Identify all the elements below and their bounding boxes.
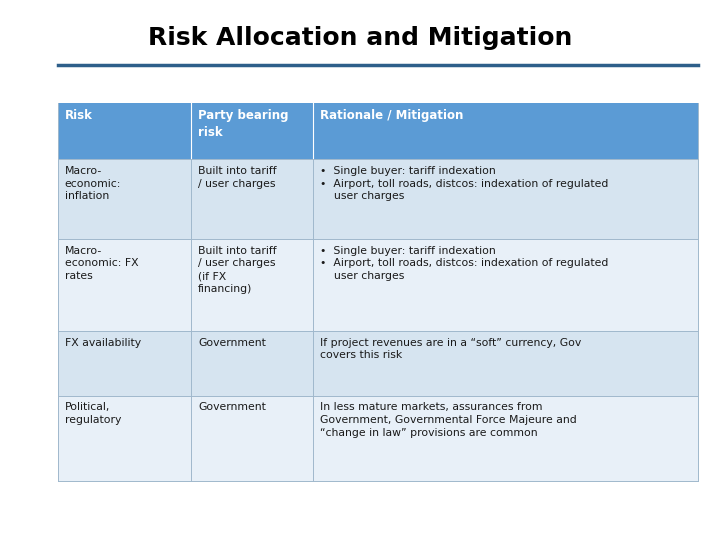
Text: Built into tariff
/ user charges
(if FX
financing): Built into tariff / user charges (if FX …	[198, 246, 276, 294]
Text: •  Single buyer: tariff indexation
•  Airport, toll roads, distcos: indexation o: • Single buyer: tariff indexation • Airp…	[320, 166, 609, 201]
Text: Macro-
economic:
inflation: Macro- economic: inflation	[65, 166, 121, 201]
Text: Risk Allocation and Mitigation: Risk Allocation and Mitigation	[148, 26, 572, 50]
Text: Government: Government	[198, 338, 266, 348]
Text: FX availability: FX availability	[65, 338, 141, 348]
Text: Rationale / Mitigation: Rationale / Mitigation	[320, 109, 464, 122]
Text: •  Single buyer: tariff indexation
•  Airport, toll roads, distcos: indexation o: • Single buyer: tariff indexation • Airp…	[320, 246, 609, 281]
Text: Risk: Risk	[65, 109, 93, 122]
Text: In less mature markets, assurances from
Government, Governmental Force Majeure a: In less mature markets, assurances from …	[320, 402, 577, 438]
Text: Built into tariff
/ user charges: Built into tariff / user charges	[198, 166, 276, 188]
Text: Macro-
economic: FX
rates: Macro- economic: FX rates	[65, 246, 138, 281]
Text: Government: Government	[198, 402, 266, 413]
Text: Political,
regulatory: Political, regulatory	[65, 402, 121, 425]
Text: If project revenues are in a “soft” currency, Gov
covers this risk: If project revenues are in a “soft” curr…	[320, 338, 582, 360]
Text: Party bearing
risk: Party bearing risk	[198, 109, 289, 139]
